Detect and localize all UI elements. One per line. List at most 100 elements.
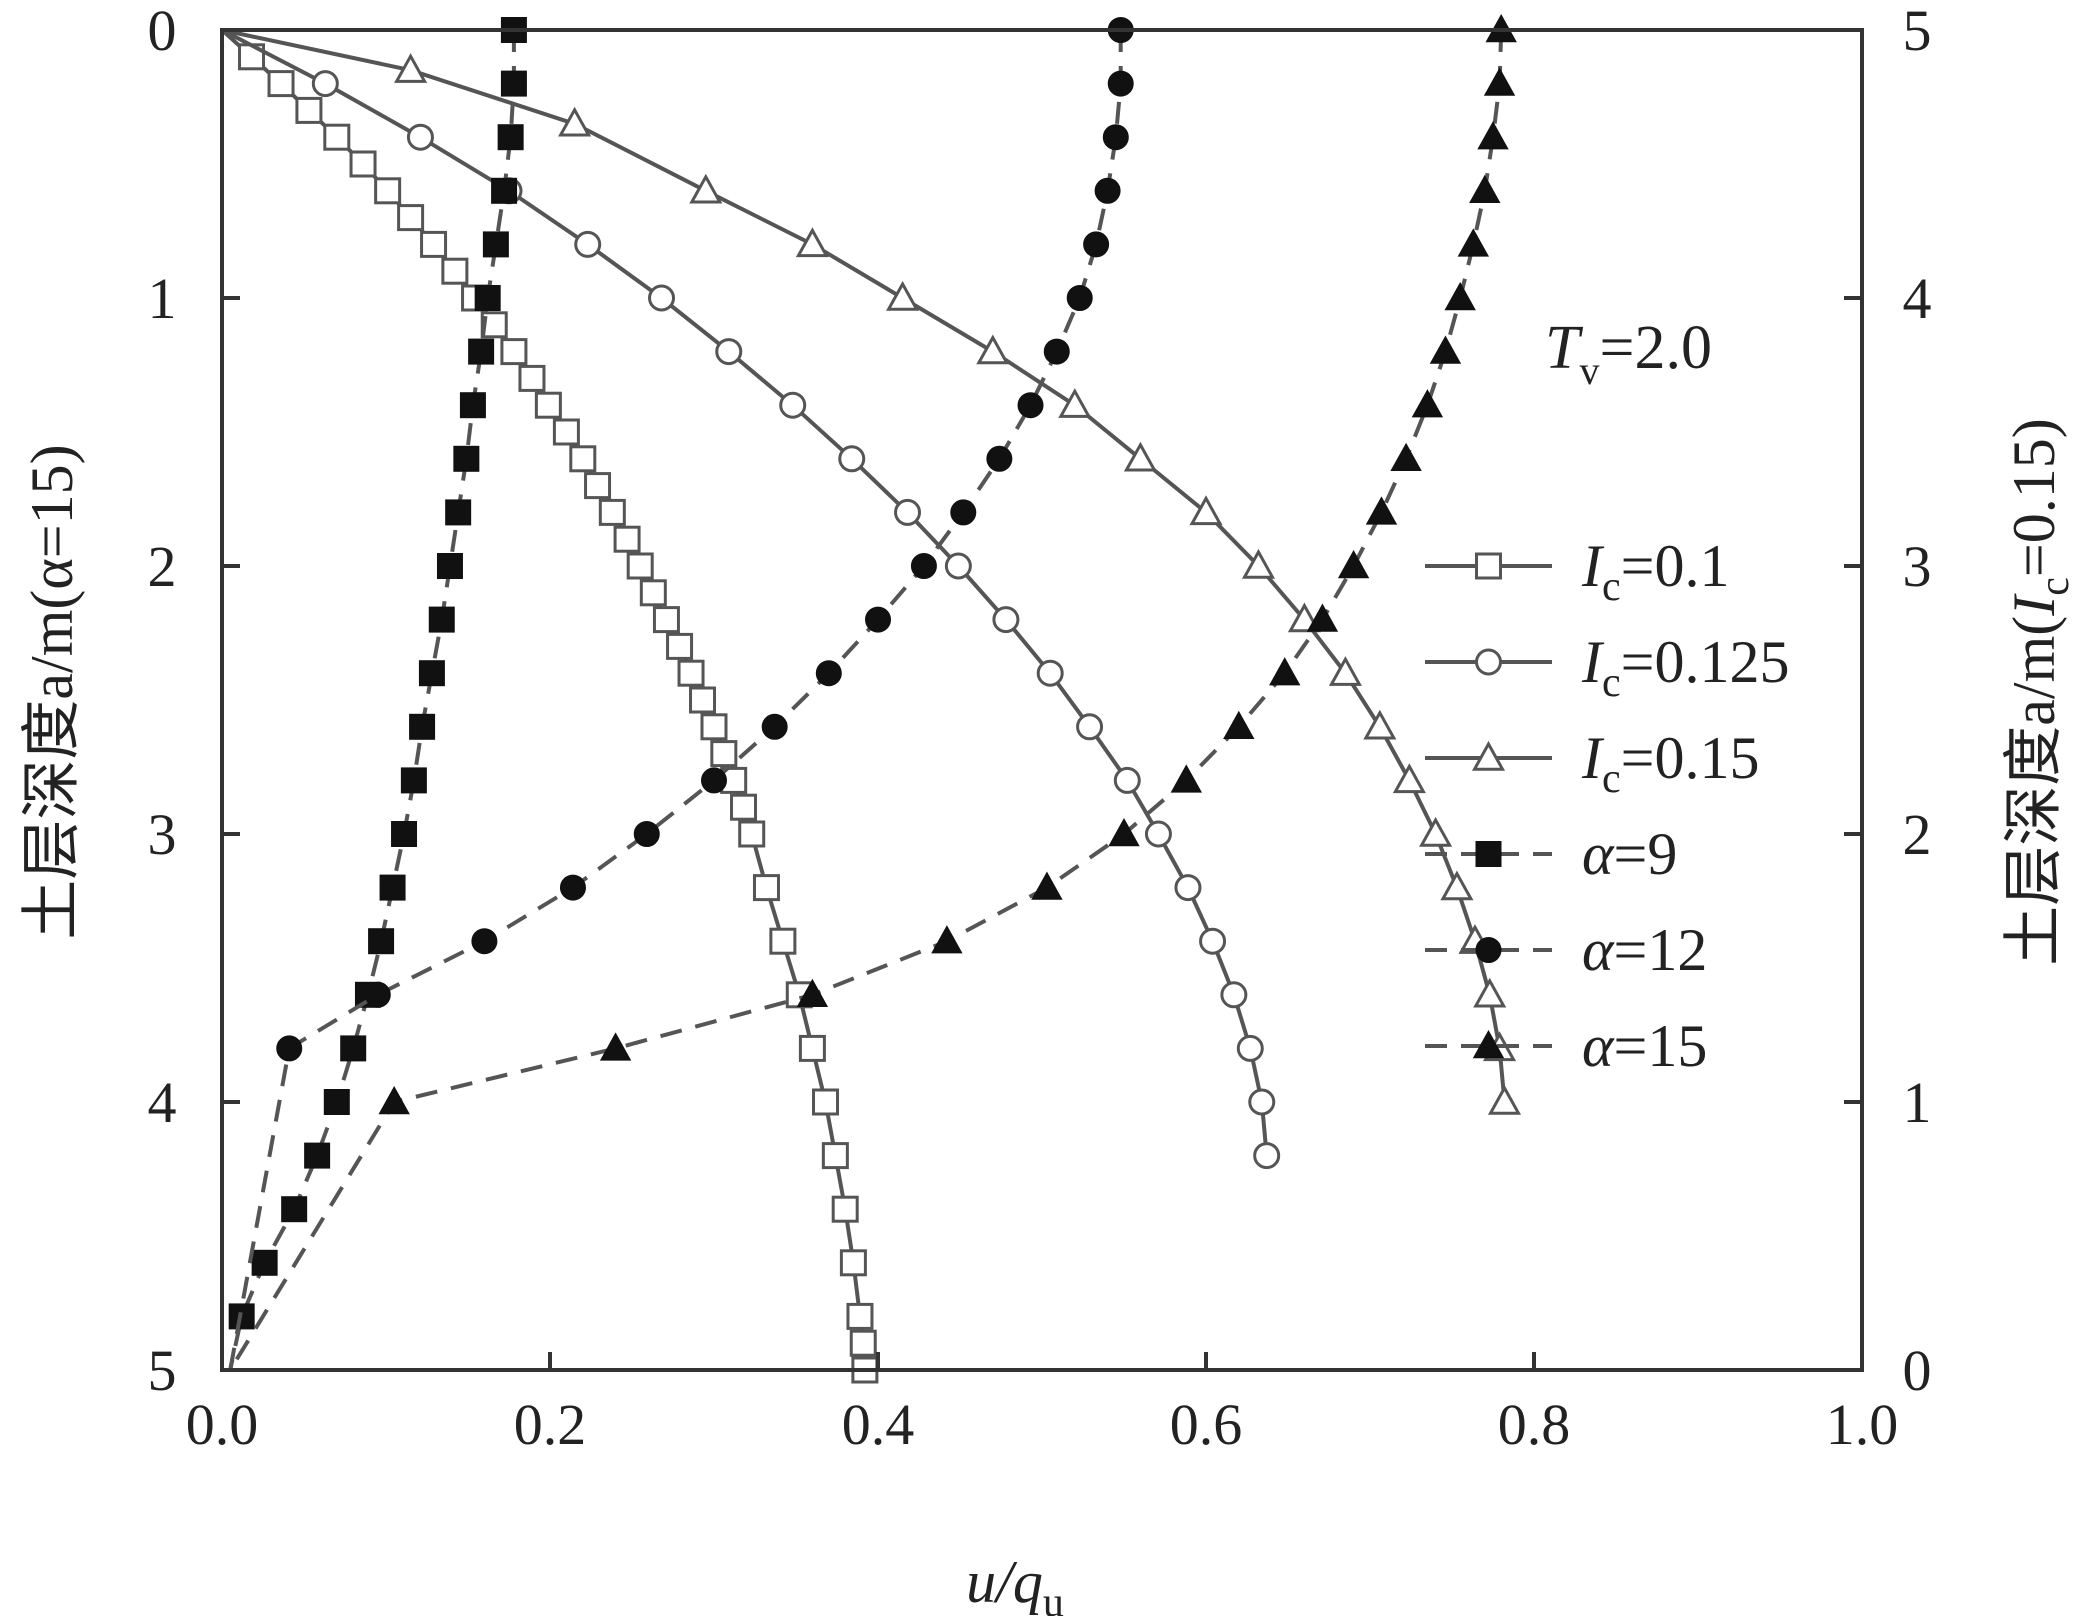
legend-marker bbox=[1475, 841, 1502, 867]
data-point bbox=[598, 498, 626, 526]
legend-marker bbox=[1475, 552, 1502, 580]
data-point bbox=[1253, 1142, 1281, 1170]
data-point bbox=[849, 1329, 877, 1357]
data-point bbox=[761, 713, 788, 740]
data-point bbox=[559, 874, 586, 901]
series-line bbox=[228, 30, 516, 1371]
legend-label: α=9 bbox=[1582, 821, 1677, 887]
data-point bbox=[730, 793, 758, 821]
data-point bbox=[1392, 763, 1426, 794]
data-point bbox=[518, 364, 546, 392]
y-right-tick-label: 3 bbox=[1903, 534, 1932, 599]
data-point bbox=[689, 173, 723, 204]
y-right-tick-label: 0 bbox=[1903, 1338, 1932, 1403]
x-tick-label: 0.6 bbox=[1170, 1392, 1243, 1457]
data-point bbox=[839, 1249, 867, 1277]
data-point bbox=[599, 1032, 632, 1061]
data-point bbox=[295, 96, 323, 124]
legend-label: Ic=0.125 bbox=[1581, 629, 1789, 706]
data-point bbox=[311, 70, 339, 98]
data-point bbox=[976, 334, 1010, 365]
data-point bbox=[1444, 281, 1476, 311]
data-point bbox=[368, 928, 395, 955]
x-tick-label: 0.4 bbox=[842, 1392, 915, 1457]
x-tick-label: 1.0 bbox=[1826, 1392, 1899, 1457]
data-point bbox=[1269, 657, 1301, 686]
data-point bbox=[1365, 496, 1398, 525]
y-left-tick-label: 4 bbox=[148, 1070, 177, 1135]
data-point bbox=[1083, 231, 1110, 258]
data-point bbox=[796, 978, 829, 1007]
series-layer bbox=[220, 13, 1522, 1384]
y-right-tick-label: 5 bbox=[1903, 0, 1932, 63]
data-point bbox=[700, 713, 728, 741]
series-I-0.1 bbox=[220, 28, 879, 1384]
data-point bbox=[1220, 981, 1248, 1009]
x-tick-label: 0.2 bbox=[514, 1392, 587, 1457]
legend-entry: Ic=0.1 bbox=[1425, 533, 1729, 610]
data-point bbox=[1306, 603, 1339, 632]
data-point bbox=[374, 177, 402, 205]
data-point bbox=[349, 150, 377, 178]
data-point bbox=[323, 123, 351, 151]
data-point bbox=[474, 285, 501, 311]
legend-label: Ic=0.15 bbox=[1581, 725, 1759, 802]
data-point bbox=[1123, 441, 1157, 472]
y-left-tick-label: 1 bbox=[148, 266, 177, 331]
data-point bbox=[1036, 659, 1064, 687]
data-point bbox=[894, 498, 922, 526]
y-left-tick-label: 5 bbox=[148, 1338, 177, 1403]
data-point bbox=[1241, 548, 1276, 579]
data-point bbox=[281, 1196, 308, 1223]
legend-marker bbox=[1475, 937, 1502, 963]
data-point bbox=[1236, 1034, 1264, 1062]
data-point bbox=[1457, 228, 1490, 257]
data-point bbox=[397, 204, 425, 232]
data-point bbox=[1017, 392, 1044, 419]
legend-label: Ic=0.1 bbox=[1581, 533, 1729, 610]
data-point bbox=[626, 552, 654, 580]
data-point bbox=[865, 606, 891, 633]
series-line bbox=[220, 28, 867, 1371]
data-point bbox=[1113, 766, 1141, 794]
x-axis-title: u/qu bbox=[966, 1549, 1064, 1616]
data-point bbox=[1483, 67, 1516, 96]
data-point bbox=[821, 1142, 849, 1170]
data-point bbox=[831, 1195, 859, 1223]
data-point bbox=[400, 767, 427, 794]
data-point bbox=[639, 579, 667, 607]
data-point bbox=[500, 338, 528, 366]
data-point bbox=[406, 123, 434, 151]
data-point bbox=[409, 713, 436, 740]
data-point bbox=[1328, 656, 1362, 686]
data-point bbox=[1429, 335, 1462, 364]
data-point bbox=[986, 445, 1013, 472]
data-point bbox=[1363, 709, 1397, 740]
y-left-tick-label: 0 bbox=[148, 0, 177, 63]
y-axis-right-title: 土层深度a/m(Ic=0.15) bbox=[2001, 418, 2078, 965]
data-point bbox=[1094, 177, 1121, 204]
data-point bbox=[931, 925, 963, 954]
data-point bbox=[1223, 710, 1255, 739]
data-point bbox=[886, 280, 920, 311]
data-point bbox=[1170, 764, 1203, 793]
data-point bbox=[391, 821, 418, 847]
data-point bbox=[340, 1035, 367, 1062]
series-I-0.125 bbox=[221, 28, 1281, 1170]
series-α-15 bbox=[228, 13, 1517, 1372]
data-point bbox=[633, 821, 660, 847]
data-point bbox=[1248, 1088, 1276, 1116]
data-point bbox=[798, 1034, 826, 1062]
data-point bbox=[500, 70, 527, 97]
data-point bbox=[648, 284, 676, 312]
data-point bbox=[1440, 870, 1474, 901]
data-point bbox=[1390, 442, 1422, 471]
data-point bbox=[769, 927, 797, 955]
data-point bbox=[779, 391, 807, 419]
data-point bbox=[364, 981, 391, 1008]
data-point bbox=[468, 338, 495, 365]
y-left-tick-label: 2 bbox=[148, 534, 177, 599]
data-point bbox=[1477, 121, 1509, 150]
data-point bbox=[394, 53, 428, 83]
